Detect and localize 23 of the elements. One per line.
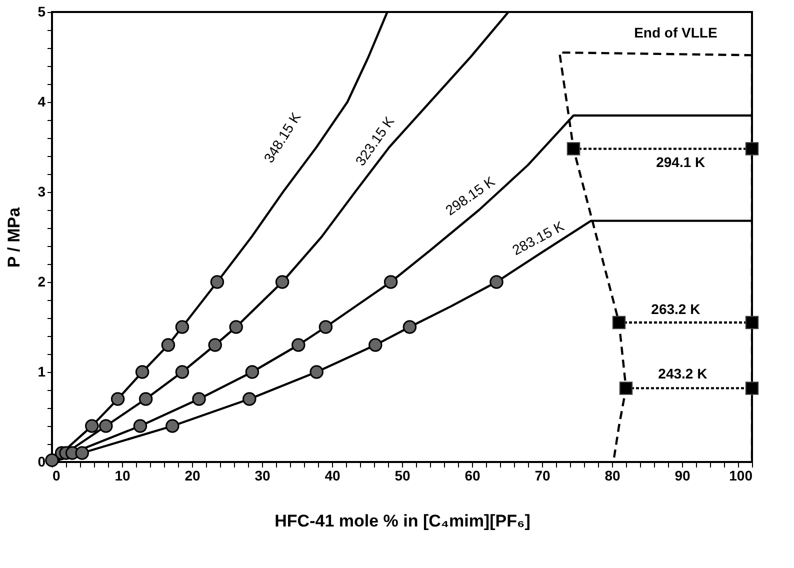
- x-tick-label: 100: [729, 468, 753, 484]
- y-tick-label: 5: [38, 4, 46, 20]
- x-tick-label: 80: [604, 468, 620, 484]
- x-axis-title: HFC-41 mole % in [C₄mim][PF₆]: [274, 512, 530, 530]
- x-tick-label: 60: [464, 468, 480, 484]
- annotation: 263.2 K: [651, 300, 700, 317]
- x-tick-label: 50: [394, 468, 410, 484]
- x-tick-label: 40: [324, 468, 340, 484]
- y-tick-label: 2: [38, 274, 46, 290]
- annotation: 243.2 K: [658, 366, 708, 382]
- y-tick-label: 1: [38, 364, 46, 380]
- y-axis-title: P / MPa: [4, 206, 24, 268]
- annotation: End of VLLE: [634, 24, 718, 41]
- annotation: 294.1 K: [656, 154, 706, 170]
- x-tick-label: 20: [184, 468, 200, 484]
- x-tick-label: 30: [254, 468, 270, 484]
- y-tick-label: 4: [38, 94, 46, 110]
- x-tick-label: 90: [674, 468, 690, 484]
- y-tick-label: 0: [38, 454, 46, 470]
- x-tick-label: 70: [534, 468, 550, 484]
- x-tick-label: 0: [52, 468, 60, 484]
- y-tick-label: 3: [38, 184, 46, 200]
- x-tick-label: 10: [114, 468, 130, 484]
